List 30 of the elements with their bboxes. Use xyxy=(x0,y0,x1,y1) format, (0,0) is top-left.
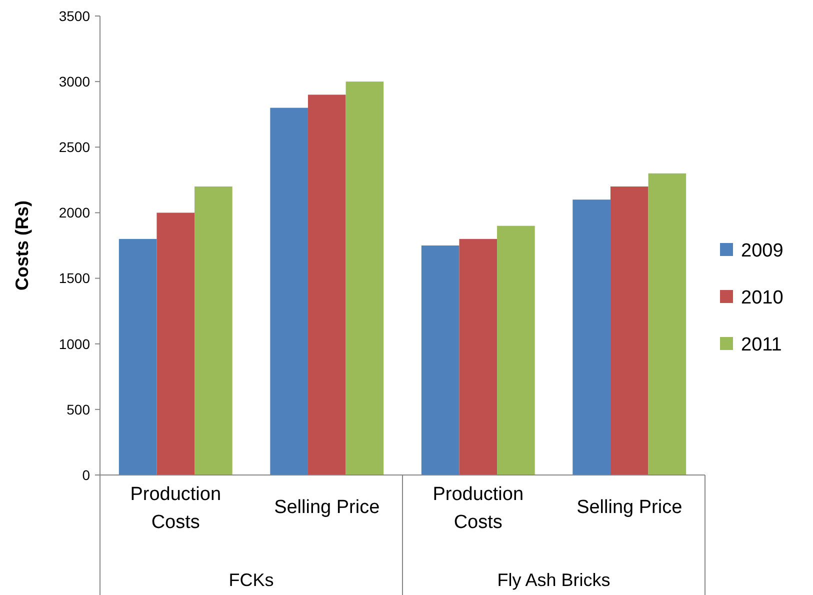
legend-label: 2010 xyxy=(741,288,784,309)
bar xyxy=(118,238,157,475)
y-tick-label: 500 xyxy=(66,401,90,418)
y-tick-label: 0 xyxy=(82,466,90,483)
y-tick-label: 3500 xyxy=(58,8,90,24)
x-tick-label: Selling Price xyxy=(274,497,380,518)
bar xyxy=(610,186,648,475)
y-tick-label: 2000 xyxy=(58,204,90,221)
y-tick-label: 1500 xyxy=(58,270,90,286)
bar xyxy=(497,226,535,475)
x-tick-label: Production Costs xyxy=(130,484,222,533)
x-tick-label: Selling Price xyxy=(576,497,682,518)
bar xyxy=(346,82,384,475)
text: Fly Ash Bricks xyxy=(497,570,610,590)
bar xyxy=(421,246,460,475)
y-tick-label: 3000 xyxy=(58,73,90,90)
bar xyxy=(194,186,232,475)
y-axis-title: Costs (Rs) xyxy=(12,200,32,291)
y-tick-label: 1000 xyxy=(58,336,90,352)
bar xyxy=(270,108,308,475)
y-tick-label: 2500 xyxy=(58,139,90,156)
bar xyxy=(156,212,195,475)
bar xyxy=(648,173,686,475)
legend-label: 2011 xyxy=(741,334,782,356)
bar xyxy=(459,238,498,475)
x-tick-label: Production Costs xyxy=(432,484,524,533)
legend-label: 2009 xyxy=(741,240,784,262)
bar xyxy=(572,200,610,475)
bar xyxy=(308,94,346,475)
text: FCKs xyxy=(228,570,274,590)
